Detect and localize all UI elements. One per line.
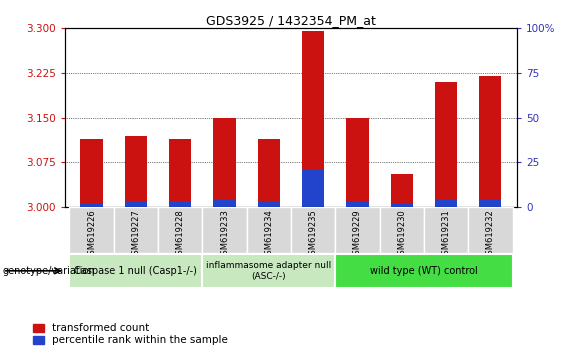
Bar [69,254,202,288]
Bar [346,202,368,207]
Bar [214,118,236,207]
Bar [80,138,103,207]
Text: wild type (WT) control: wild type (WT) control [370,266,478,276]
Bar [169,202,192,207]
Legend: transformed count, percentile rank within the sample: transformed count, percentile rank withi… [33,323,228,345]
Text: genotype/variation: genotype/variation [3,266,95,276]
Bar [202,207,247,253]
Text: GSM619232: GSM619232 [486,210,495,260]
Bar [390,204,413,207]
Bar [214,200,236,207]
Title: GDS3925 / 1432354_PM_at: GDS3925 / 1432354_PM_at [206,14,376,27]
Bar [302,31,324,207]
Bar [335,207,380,253]
Bar [390,174,413,207]
Text: inflammasome adapter null
(ASC-/-): inflammasome adapter null (ASC-/-) [206,261,332,280]
Text: GSM619230: GSM619230 [397,210,406,260]
Bar [346,118,368,207]
Text: Caspase 1 null (Casp1-/-): Caspase 1 null (Casp1-/-) [75,266,197,276]
Bar [125,136,147,207]
Bar [80,204,103,207]
Bar [258,138,280,207]
Bar [335,254,512,288]
Text: GSM619226: GSM619226 [87,210,96,260]
Bar [380,207,424,253]
Bar [202,254,335,288]
Text: GSM619229: GSM619229 [353,210,362,260]
Bar [69,207,114,253]
Text: GSM619227: GSM619227 [132,210,140,260]
Text: GSM619228: GSM619228 [176,210,185,260]
Bar [479,200,502,207]
Bar [258,201,280,207]
Bar [125,202,147,207]
Bar [247,207,291,253]
Text: GSM619233: GSM619233 [220,210,229,260]
Bar [169,138,192,207]
Bar [424,207,468,253]
Text: GSM619231: GSM619231 [442,210,450,260]
Bar [435,82,457,207]
Text: GSM619234: GSM619234 [264,210,273,260]
Bar [291,207,335,253]
Text: GSM619235: GSM619235 [308,210,318,260]
Bar [114,207,158,253]
Bar [435,200,457,207]
Bar [302,170,324,207]
Bar [479,76,502,207]
Bar [468,207,512,253]
Bar [158,207,202,253]
